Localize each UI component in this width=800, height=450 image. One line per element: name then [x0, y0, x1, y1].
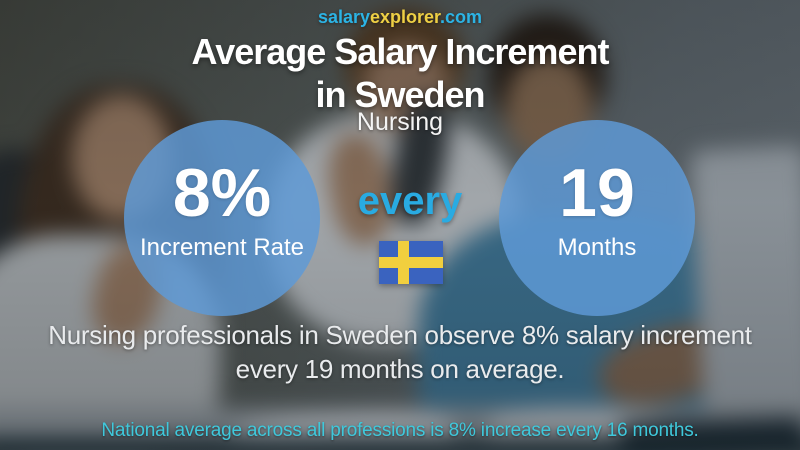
- title-line2: in Sweden: [315, 74, 485, 116]
- title-line1: Average Salary Increment: [191, 31, 610, 72]
- summary-line2: every 19 months on average.: [235, 353, 565, 384]
- subtitle-profession: Nursing: [356, 108, 444, 136]
- summary-text: Nursing professionals in Sweden observe …: [0, 319, 800, 387]
- months-circle: 19 Months: [499, 120, 695, 316]
- footnote-text: National average across all professions …: [101, 420, 699, 441]
- brand-salary: salary: [317, 7, 370, 27]
- months-label: Months: [557, 233, 637, 261]
- increment-rate-label: Increment Rate: [139, 233, 305, 261]
- increment-rate-circle: 8% Increment Rate: [124, 120, 320, 316]
- page-title: Average Salary Increment in Sweden: [0, 30, 800, 116]
- brand-logo: salaryexplorer.com: [0, 7, 800, 28]
- summary-line1: Nursing professionals in Sweden observe …: [48, 320, 752, 350]
- sweden-flag-icon: [379, 241, 443, 284]
- brand-explorer: explorer: [370, 7, 441, 27]
- photo-desk-edge: [0, 438, 800, 450]
- connector-text: every: [357, 179, 463, 223]
- brand-domain: .com: [440, 7, 483, 27]
- increment-rate-value: 8%: [172, 154, 272, 231]
- months-value: 19: [559, 154, 635, 231]
- flag-cross-horizontal: [379, 257, 443, 268]
